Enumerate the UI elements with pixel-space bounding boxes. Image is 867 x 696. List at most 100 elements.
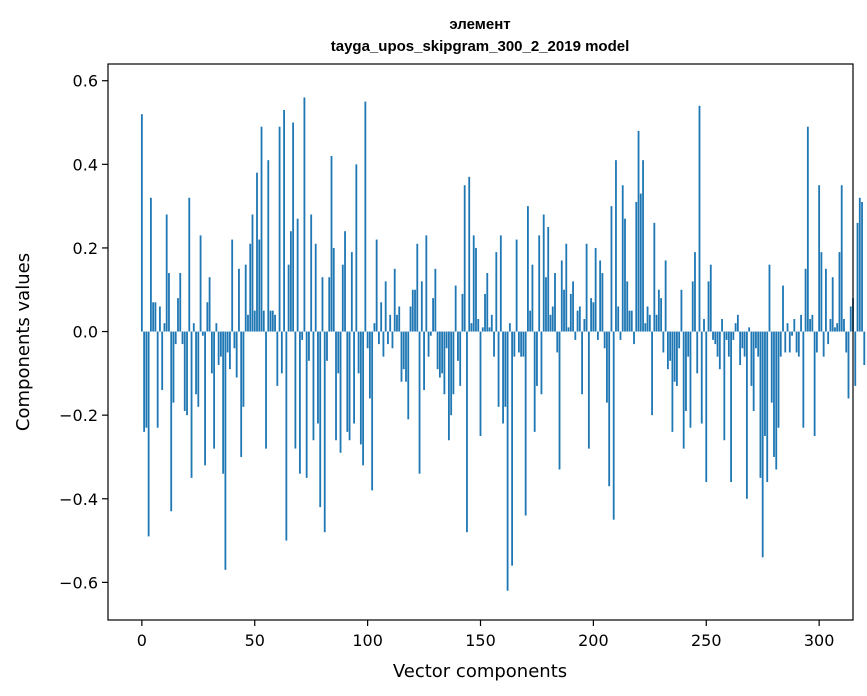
bar-25 — [197, 331, 200, 407]
bar-180 — [547, 227, 550, 332]
bar-159 — [499, 235, 502, 332]
bar-169 — [522, 331, 525, 357]
bar-284 — [782, 285, 784, 332]
bar-266 — [741, 331, 744, 349]
bar-240 — [682, 331, 685, 449]
bar-294 — [804, 268, 807, 332]
bar-48 — [249, 243, 252, 332]
bar-217 — [630, 310, 633, 332]
bar-55 — [265, 331, 267, 449]
bar-260 — [727, 331, 730, 357]
y-tick-label: 0.0 — [73, 323, 98, 342]
bar-82 — [326, 331, 328, 361]
bar-243 — [689, 331, 692, 428]
bar-5 — [152, 302, 155, 332]
bar-6 — [154, 302, 157, 332]
bar-139 — [454, 285, 457, 332]
bar-11 — [165, 214, 168, 332]
bar-33 — [215, 323, 218, 332]
bar-77 — [314, 243, 317, 332]
x-axis-ticks: 0 50 100 150 200 250 300 — [137, 620, 834, 650]
bar-114 — [398, 306, 401, 332]
bar-3 — [147, 331, 150, 537]
bar-239 — [680, 289, 683, 332]
bar-202 — [596, 331, 599, 340]
bar-37 — [224, 331, 227, 570]
bar-247 — [698, 105, 701, 332]
bar-101 — [368, 331, 371, 399]
bar-71 — [301, 331, 304, 340]
bar-128 — [429, 331, 432, 336]
bar-119 — [409, 306, 412, 332]
bar-187 — [563, 289, 565, 332]
bar-287 — [788, 331, 791, 353]
bar-111 — [391, 331, 394, 349]
bar-289 — [793, 319, 796, 332]
bar-168 — [520, 331, 523, 357]
bar-140 — [457, 331, 459, 361]
bar-278 — [768, 264, 771, 332]
bar-288 — [791, 331, 793, 336]
bar-267 — [743, 331, 746, 357]
bar-94 — [353, 331, 355, 424]
bar-244 — [691, 281, 694, 332]
bar-173 — [531, 264, 534, 332]
bar-223 — [644, 323, 647, 332]
bar-46 — [244, 264, 247, 332]
bar-286 — [786, 323, 789, 332]
bar-39 — [229, 331, 231, 370]
bar-228 — [655, 314, 658, 332]
bar-307 — [834, 327, 836, 332]
bar-134 — [443, 331, 446, 395]
bar-171 — [527, 206, 529, 332]
bar-199 — [590, 298, 593, 332]
bar-222 — [642, 160, 644, 332]
bar-23 — [192, 323, 195, 332]
bar-103 — [373, 323, 376, 332]
bar-10 — [163, 323, 166, 332]
bar-148 — [475, 247, 477, 332]
bar-264 — [736, 314, 739, 332]
bar-297 — [811, 314, 814, 332]
chart-title-line-2: tayga_upos_skipgram_300_2_2019 model — [331, 38, 630, 55]
bar-32 — [213, 331, 216, 449]
bar-285 — [784, 331, 787, 353]
bar-200 — [592, 302, 595, 332]
bar-110 — [389, 314, 392, 332]
chart-title-line-1: элемент — [449, 16, 510, 33]
bar-95 — [355, 164, 358, 332]
bar-13 — [170, 331, 173, 512]
bar-234 — [669, 331, 672, 361]
bar-299 — [815, 331, 818, 353]
bar-50 — [253, 310, 256, 332]
bar-179 — [545, 277, 547, 332]
bar-145 — [468, 176, 471, 332]
bar-144 — [466, 331, 468, 533]
bar-132 — [438, 331, 441, 378]
bar-7 — [156, 331, 159, 428]
bar-4 — [149, 197, 152, 332]
bar-246 — [696, 331, 699, 374]
bar-53 — [260, 126, 263, 332]
bar-137 — [450, 331, 453, 416]
bar-116 — [402, 331, 405, 370]
bar-31 — [210, 331, 213, 374]
bar-204 — [601, 273, 604, 332]
bar-102 — [371, 331, 374, 491]
bar-8 — [159, 306, 161, 332]
bar-9 — [161, 331, 164, 391]
bar-138 — [452, 331, 455, 395]
bar-301 — [820, 252, 823, 332]
bar-215 — [626, 281, 629, 332]
bar-83 — [328, 277, 331, 332]
bar-35 — [219, 331, 222, 357]
bar-312 — [845, 331, 848, 353]
bar-182 — [551, 306, 554, 332]
y-tick-label: 0.4 — [73, 155, 98, 174]
bar-275 — [761, 331, 764, 558]
bar-174 — [533, 331, 536, 432]
bar-295 — [806, 126, 809, 332]
bar-0 — [140, 114, 143, 332]
